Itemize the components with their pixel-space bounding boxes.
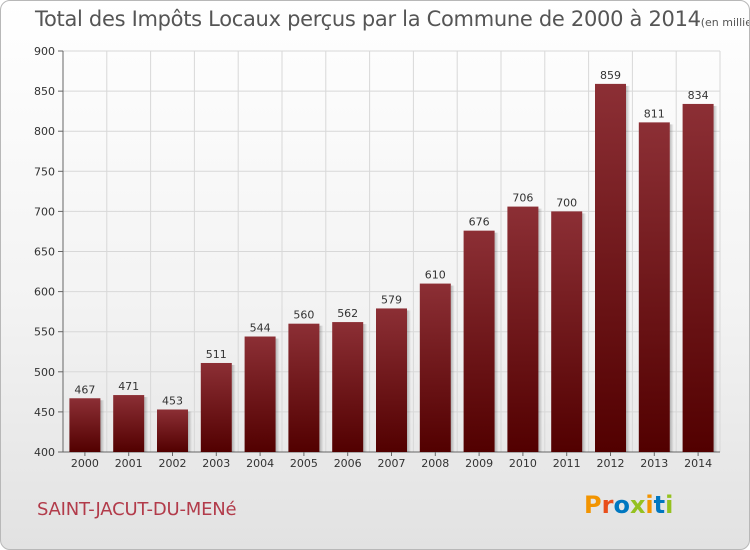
- x-tick-label-2007: 2007: [378, 457, 406, 470]
- bar-shadow: [626, 85, 630, 452]
- bar-2011: [551, 211, 583, 452]
- x-tick-label-2012: 2012: [597, 457, 625, 470]
- data-label-2014: 834: [688, 89, 709, 102]
- data-label-2010: 706: [512, 192, 533, 205]
- title-main: Total des Impôts Locaux perçus par la Co…: [35, 7, 701, 31]
- data-label-2006: 562: [337, 307, 358, 320]
- bar-shadow: [188, 411, 192, 452]
- bar-shadow: [100, 400, 105, 452]
- x-tick-label-2014: 2014: [684, 457, 712, 470]
- x-tick-label-2004: 2004: [246, 457, 274, 470]
- bar-shadow: [407, 310, 411, 452]
- bar-2007: [376, 308, 407, 452]
- data-label-2007: 579: [381, 293, 402, 306]
- logo-letter: x: [629, 491, 646, 519]
- bar-2009: [463, 230, 495, 452]
- bar-2005: [288, 323, 320, 452]
- chart-title: Total des Impôts Locaux perçus par la Co…: [35, 7, 749, 31]
- bar-shadow: [538, 208, 543, 452]
- x-tick-label-2002: 2002: [159, 457, 187, 470]
- x-tick-label-2003: 2003: [202, 457, 230, 470]
- y-tick-label: 450: [34, 406, 55, 419]
- x-tick-label-2000: 2000: [71, 457, 99, 470]
- logo-letter: o: [613, 491, 630, 519]
- y-tick-label: 400: [34, 446, 55, 459]
- bar-shadow: [231, 364, 236, 452]
- title-unit: (en milliers d'€): [700, 16, 749, 29]
- bar-2002: [157, 409, 188, 452]
- bar-2000: [69, 398, 101, 452]
- y-tick-label: 500: [34, 366, 55, 379]
- y-tick-label: 850: [34, 85, 55, 98]
- y-tick-label: 550: [34, 326, 55, 339]
- data-label-2005: 560: [293, 309, 314, 322]
- x-tick-label-2001: 2001: [115, 457, 143, 470]
- bars: [69, 83, 718, 453]
- bar-shadow: [494, 232, 499, 452]
- x-tick-label-2008: 2008: [421, 457, 449, 470]
- x-tick-label-2009: 2009: [465, 457, 493, 470]
- data-label-2011: 700: [556, 196, 577, 209]
- y-tick-label: 650: [34, 246, 55, 259]
- logo-letter: i: [665, 491, 674, 519]
- y-tick-label: 700: [34, 205, 55, 218]
- bar-2010: [507, 206, 539, 452]
- logo-letter: P: [584, 491, 602, 519]
- bar-shadow: [669, 124, 674, 453]
- bar-shadow: [582, 213, 587, 452]
- bar-2008: [419, 283, 451, 452]
- bar-shadow: [450, 285, 455, 452]
- bar-shadow: [144, 397, 149, 452]
- bar-2001: [113, 395, 145, 452]
- x-tick-label-2013: 2013: [640, 457, 668, 470]
- data-label-2012: 859: [600, 69, 621, 82]
- bar-shadow: [713, 105, 718, 452]
- logo-letter: t: [653, 491, 666, 519]
- x-tick-label-2006: 2006: [334, 457, 362, 470]
- bar-2013: [638, 122, 670, 453]
- bar-shadow: [275, 338, 280, 452]
- data-label-2000: 467: [74, 383, 95, 396]
- bar-2012: [595, 83, 626, 452]
- x-tick-label-2011: 2011: [553, 457, 581, 470]
- data-labels: 467 471 453 511 544 560 562 579 610 676 706 700 859 8…: [74, 69, 708, 408]
- bar-2014: [682, 103, 714, 452]
- data-label-2004: 544: [250, 322, 271, 335]
- bar-shadow: [363, 324, 368, 452]
- x-tick-label-2010: 2010: [509, 457, 537, 470]
- data-label-2001: 471: [118, 380, 139, 393]
- data-label-2002: 453: [162, 394, 183, 407]
- y-tick-label: 900: [34, 45, 55, 58]
- bar-2004: [244, 336, 276, 452]
- data-label-2013: 811: [644, 107, 665, 120]
- logo-letter: i: [645, 491, 654, 519]
- data-label-2003: 511: [206, 348, 227, 361]
- y-tick-label: 800: [34, 125, 55, 138]
- logo-letter: r: [601, 491, 614, 519]
- bar-2006: [332, 322, 364, 452]
- bar-2003: [200, 362, 232, 452]
- data-label-2008: 610: [425, 269, 446, 282]
- commune-name: SAINT-JACUT-DU-MENé: [37, 499, 237, 520]
- y-tick-label: 600: [34, 286, 55, 299]
- x-tick-label-2005: 2005: [290, 457, 318, 470]
- proxiti-logo[interactable]: Proxiti: [584, 491, 673, 519]
- data-label-2009: 676: [469, 216, 490, 229]
- bar-shadow: [319, 325, 324, 452]
- axes: 400 450 500 550 600 650 700 750 800 850 900 2000 200…: [34, 45, 720, 470]
- y-tick-label: 750: [34, 165, 55, 178]
